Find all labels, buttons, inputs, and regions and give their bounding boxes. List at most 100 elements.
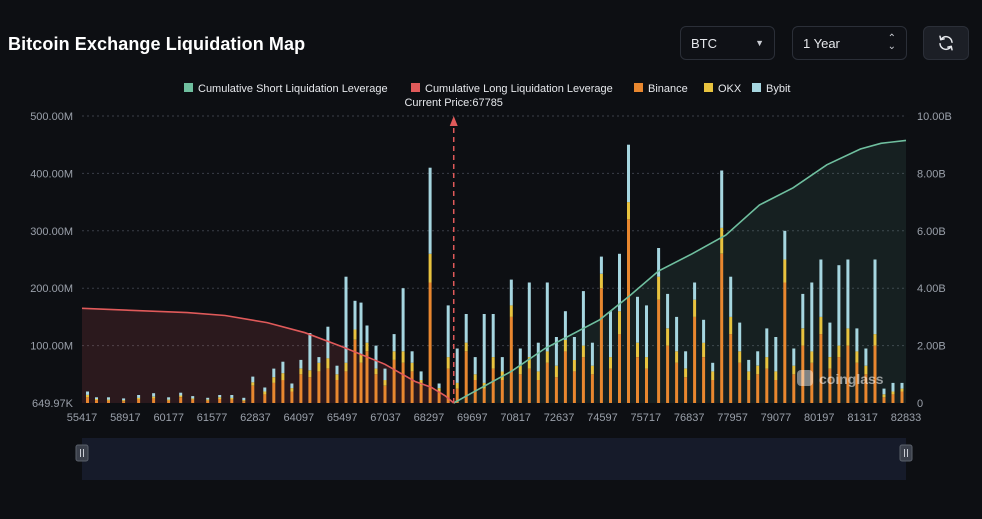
- binance-bar-segment: [482, 388, 486, 403]
- exchange-bars: [86, 144, 904, 403]
- legend-item[interactable]: Cumulative Long Liquidation Leverage: [411, 83, 613, 95]
- x-tick-label: 82833: [891, 412, 922, 424]
- bybit-bar-segment: [137, 395, 141, 398]
- bybit-bar-segment: [191, 396, 195, 399]
- bybit-bar-segment: [819, 259, 823, 317]
- okx-bar-segment: [230, 397, 234, 400]
- legend-item[interactable]: OKX: [704, 83, 742, 95]
- bybit-bar-segment: [167, 397, 171, 400]
- up-down-chevron-icon: ⌃ ⌄: [887, 33, 896, 52]
- liquidation-bar: [882, 388, 886, 403]
- bybit-bar-segment: [518, 348, 522, 366]
- liquidation-bar: [572, 337, 576, 403]
- liquidation-bar: [272, 368, 276, 403]
- binance-bar-segment: [410, 371, 414, 403]
- liquidation-bar: [167, 397, 171, 403]
- zoom-handle-right[interactable]: [899, 444, 913, 462]
- bybit-bar-segment: [657, 248, 661, 277]
- liquidation-bar: [554, 337, 558, 403]
- binance-bar-segment: [599, 288, 603, 403]
- binance-bar-segment: [179, 397, 183, 403]
- bybit-bar-segment: [774, 337, 778, 372]
- liquidation-bar: [374, 345, 378, 403]
- bybit-bar-segment: [446, 305, 450, 358]
- binance-bar-segment: [554, 377, 558, 403]
- liquidation-bar: [299, 359, 303, 403]
- binance-bar-segment: [299, 374, 303, 403]
- bybit-bar-segment: [536, 342, 540, 372]
- okx-bar-segment: [446, 357, 450, 369]
- binance-bar-segment: [792, 374, 796, 403]
- bybit-bar-segment: [206, 397, 210, 400]
- okx-bar-segment: [281, 373, 285, 381]
- bybit-bar-segment: [675, 316, 679, 352]
- legend-item[interactable]: Bybit: [752, 83, 790, 95]
- bybit-bar-segment: [344, 276, 348, 363]
- refresh-button[interactable]: [923, 26, 969, 60]
- bybit-bar-segment: [609, 311, 612, 358]
- binance-bar-segment: [819, 334, 823, 403]
- liquidation-bar: [801, 293, 805, 403]
- bybit-bar-segment: [545, 282, 549, 352]
- coinglass-logo-icon: [797, 370, 813, 386]
- binance-bar-segment: [317, 371, 321, 403]
- okx-bar-segment: [179, 395, 183, 398]
- zoom-track[interactable]: [82, 438, 906, 480]
- okx-bar-segment: [473, 374, 477, 380]
- liquidation-bar: [230, 395, 234, 403]
- binance-bar-segment: [590, 374, 594, 403]
- liquidation-bar: [545, 282, 549, 403]
- binance-bar-segment: [383, 385, 387, 403]
- liquidation-bar: [419, 371, 423, 403]
- binance-bar-segment: [491, 368, 495, 403]
- okx-bar-segment: [167, 399, 171, 401]
- legend-item[interactable]: Binance: [634, 83, 688, 95]
- okx-bar-segment: [792, 365, 796, 375]
- x-tick-label: 79077: [761, 412, 792, 424]
- y-right-tick-label: 10.00B: [917, 111, 952, 123]
- x-tick-label: 60177: [153, 412, 184, 424]
- bybit-bar-segment: [419, 371, 423, 380]
- bybit-bar-segment: [410, 351, 414, 363]
- time-range-select[interactable]: 1 Year ⌃ ⌄: [792, 26, 907, 60]
- bybit-bar-segment: [729, 276, 733, 317]
- liquidation-bar: [473, 357, 477, 403]
- bybit-bar-segment: [230, 395, 234, 398]
- okx-bar-segment: [392, 351, 396, 360]
- bybit-bar-segment: [326, 326, 330, 359]
- binance-bar-segment: [326, 368, 330, 403]
- liquidation-bar: [693, 282, 697, 403]
- okx-bar-segment: [693, 299, 697, 317]
- liquidation-bar: [636, 296, 639, 403]
- binance-bar-segment: [837, 357, 841, 403]
- liquidation-bar: [428, 167, 432, 403]
- binance-bar-segment: [359, 362, 363, 403]
- liquidation-bar: [711, 362, 715, 403]
- liquidation-bar: [581, 291, 585, 403]
- short-leverage-line: [453, 139, 907, 404]
- binance-bar-segment: [729, 334, 733, 403]
- liquidation-bar: [590, 342, 594, 403]
- x-tick-label: 72637: [544, 412, 575, 424]
- bybit-bar-segment: [747, 359, 751, 372]
- coin-select[interactable]: BTC ▼: [680, 26, 775, 60]
- binance-bar-segment: [272, 382, 276, 403]
- okx-bar-segment: [428, 253, 432, 283]
- okx-bar-segment: [218, 397, 222, 399]
- bybit-bar-segment: [95, 397, 98, 399]
- okx-bar-segment: [491, 357, 495, 369]
- x-tick-label: 81317: [847, 412, 878, 424]
- y-left-tick-label: 100.00M: [30, 341, 73, 353]
- okx-bar-segment: [819, 316, 823, 335]
- okx-bar-segment: [554, 365, 558, 378]
- bybit-bar-segment: [308, 333, 312, 371]
- okx-bar-segment: [627, 202, 630, 220]
- binance-bar-segment: [86, 397, 89, 403]
- okx-bar-segment: [137, 397, 141, 400]
- bybit-bar-segment: [828, 322, 832, 357]
- legend-item[interactable]: Cumulative Short Liquidation Leverage: [184, 83, 388, 95]
- zoom-handle-left[interactable]: [75, 444, 89, 462]
- liquidation-bar: [873, 259, 877, 403]
- okx-bar-segment: [191, 398, 195, 400]
- y-left-tick-label: 200.00M: [30, 283, 73, 295]
